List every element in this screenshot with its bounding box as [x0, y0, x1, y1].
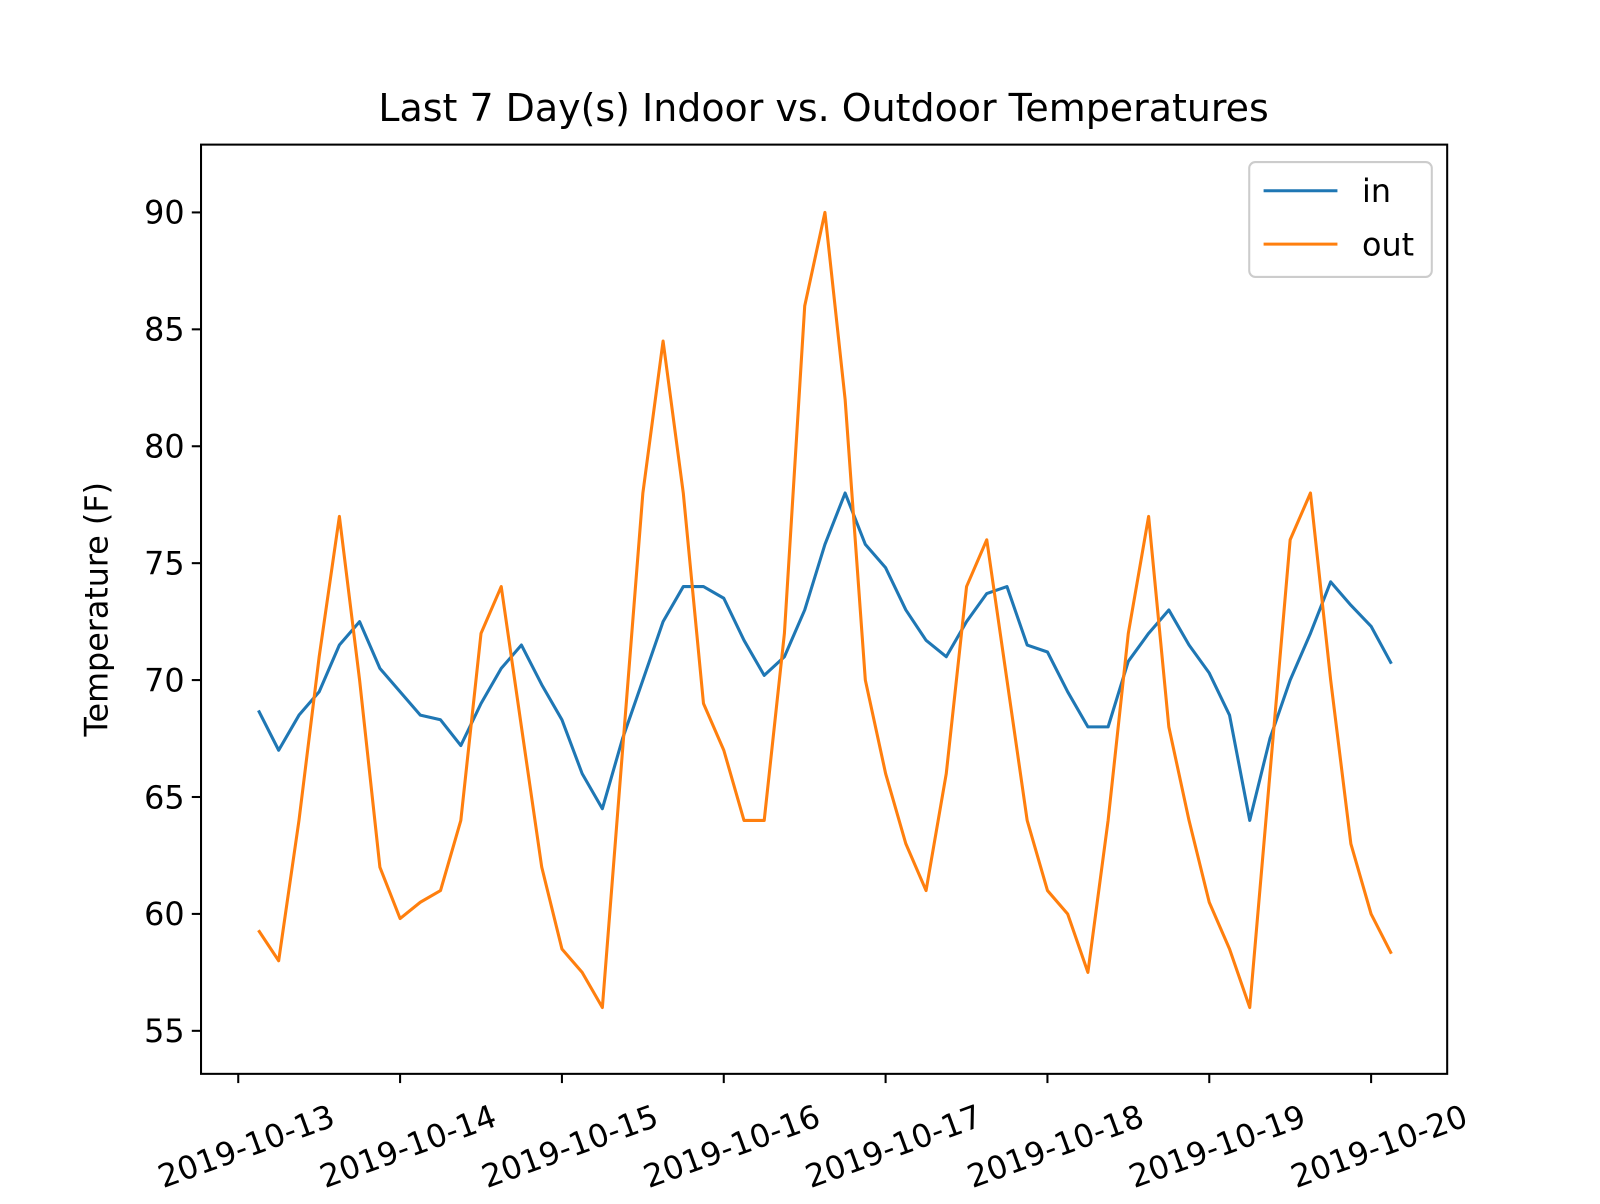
- x-tick-label: 2019-10-13: [153, 1098, 339, 1196]
- y-tick-label: 80: [144, 429, 184, 466]
- legend-label: in: [1362, 173, 1391, 210]
- y-axis-label: Temperature (F): [79, 482, 116, 737]
- x-tick-label: 2019-10-19: [1124, 1098, 1310, 1196]
- y-tick-label: 60: [144, 896, 184, 933]
- y-tick-label: 65: [144, 779, 184, 816]
- y-tick-label: 55: [144, 1013, 184, 1050]
- x-tick-label: 2019-10-16: [639, 1098, 825, 1196]
- plot-frame: [200, 143, 1449, 1075]
- line-series: [257, 210, 1393, 1010]
- y-tick-label: 75: [144, 545, 184, 582]
- line-series: [257, 491, 1393, 822]
- x-tick-label: 2019-10-14: [315, 1098, 501, 1196]
- legend-label: out: [1362, 226, 1414, 263]
- x-tick-label: 2019-10-18: [962, 1098, 1148, 1196]
- chart-title: Last 7 Day(s) Indoor vs. Outdoor Tempera…: [378, 86, 1268, 130]
- x-tick-label: 2019-10-20: [1286, 1098, 1472, 1196]
- y-tick-label: 70: [144, 662, 184, 699]
- y-tick-label: 90: [144, 195, 184, 232]
- x-tick-label: 2019-10-15: [477, 1098, 663, 1196]
- x-tick-label: 2019-10-17: [801, 1098, 987, 1196]
- y-tick-label: 85: [144, 312, 184, 349]
